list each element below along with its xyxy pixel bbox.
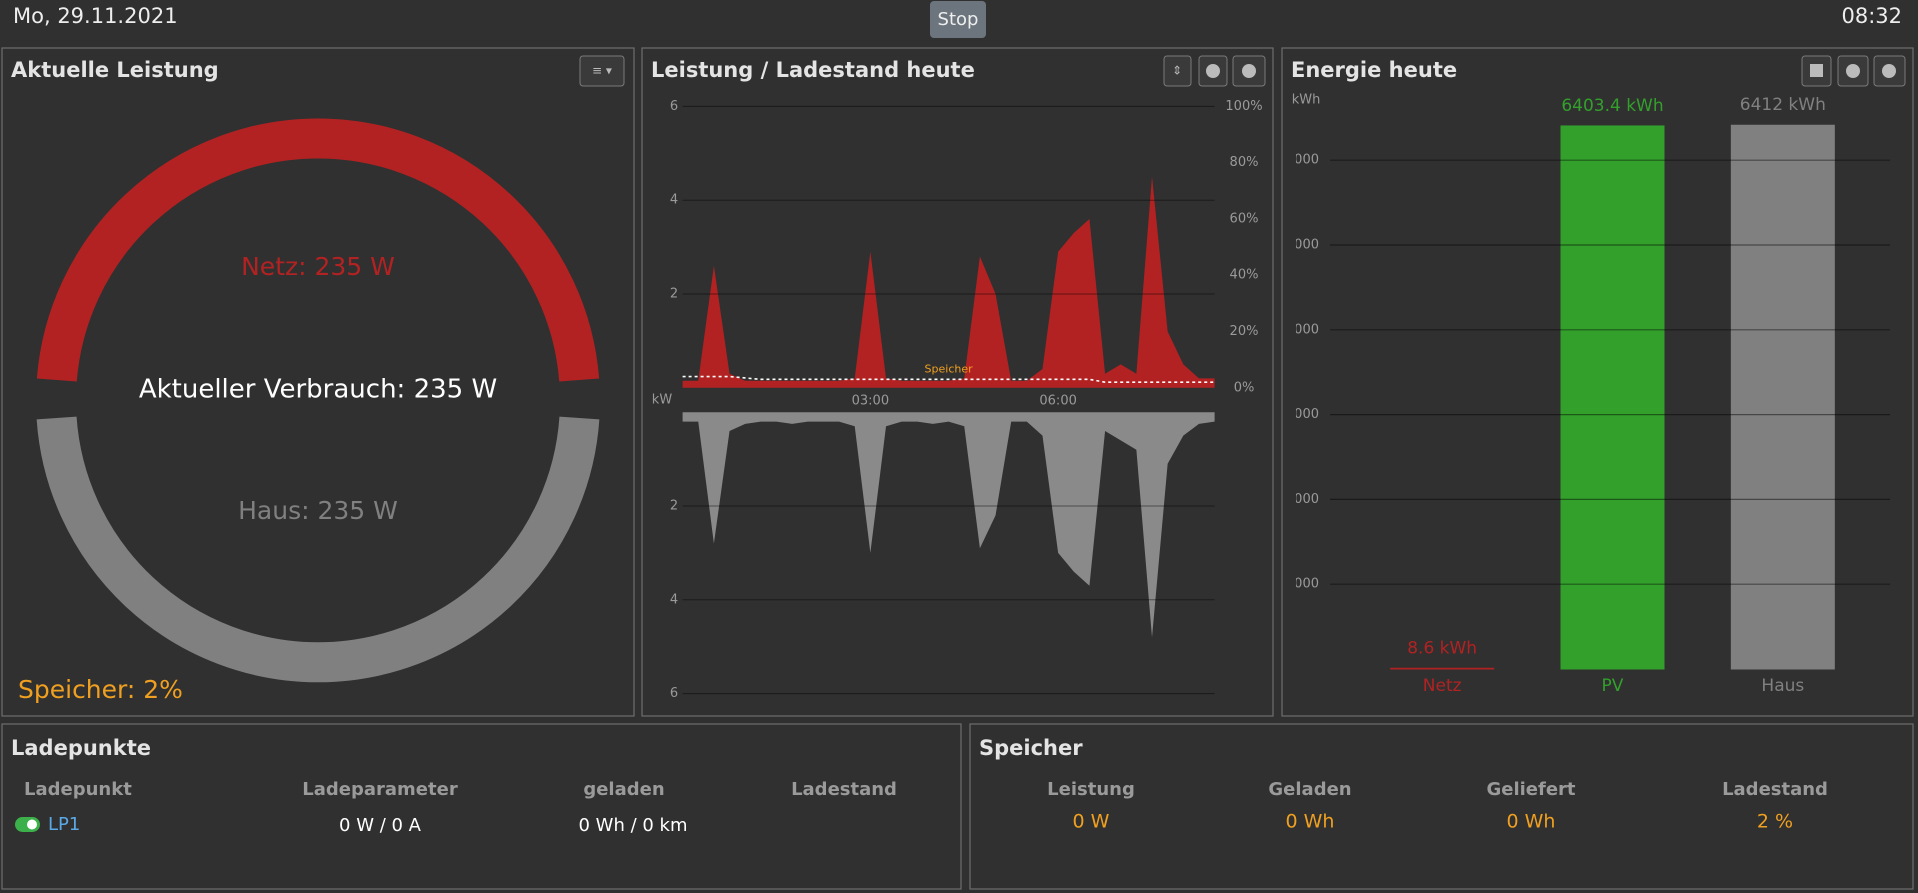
sort-button[interactable]: [1163, 55, 1192, 87]
house-power: Haus: 235 W: [238, 496, 398, 525]
panel-title: Aktuelle Leistung: [11, 58, 219, 82]
next-icon[interactable]: [1242, 64, 1256, 78]
y2-tick-label: 60%: [1230, 211, 1259, 226]
column-header: Geliefert: [1486, 779, 1575, 800]
y2-tick-label: 40%: [1230, 268, 1259, 283]
column-header: Leistung: [1047, 779, 1135, 800]
prev-icon[interactable]: [1846, 64, 1860, 78]
value-label: 8.6 kWh: [1407, 638, 1477, 658]
y2-tick-label: 20%: [1230, 324, 1259, 339]
next-icon[interactable]: [1882, 64, 1896, 78]
house-arc: [36, 416, 600, 683]
y-tick-label: 1000: [1286, 577, 1319, 592]
x-tick-label: 06:00: [1039, 394, 1076, 409]
y-tick-group: 1000 2000 3000 4000 5000 6000: [1286, 153, 1319, 592]
power-area: [682, 412, 1215, 638]
y-tick-label: 6: [670, 686, 678, 701]
sort-icon[interactable]: ⇕: [1172, 64, 1182, 78]
grid-arc: [36, 118, 600, 382]
panel-title: Energie heute: [1291, 58, 1457, 82]
y-tick-label: 6: [670, 99, 678, 114]
value-label: 6412 kWh: [1740, 95, 1826, 115]
column-header: Ladeparameter: [302, 779, 458, 800]
storage-panel: [969, 723, 1914, 890]
y-axis-label: kWh: [1292, 93, 1321, 108]
y-tick-label: 5000: [1286, 237, 1319, 252]
y-tick-label: 2: [670, 287, 678, 302]
y2-tick-label: 100%: [1225, 99, 1262, 114]
bar: [1560, 125, 1665, 670]
charge-points-panel: [1, 723, 962, 890]
table-cell: 0 Wh: [1507, 811, 1556, 833]
stop-button-label[interactable]: Stop: [938, 9, 979, 30]
x-tick-label: PV: [1602, 676, 1624, 696]
y-tick-label: 6000: [1286, 153, 1319, 168]
menu-button[interactable]: [579, 55, 625, 87]
column-header: Ladestand: [1722, 779, 1828, 800]
table-cell: 0 Wh / 0 km: [578, 815, 687, 836]
menu-icon[interactable]: ≡ ▾: [592, 64, 612, 78]
stop-button[interactable]: [930, 1, 986, 38]
y-tick-label: 2: [670, 499, 678, 514]
table-cell: 2 %: [1757, 811, 1793, 833]
panel-title: Speicher: [979, 736, 1083, 760]
y-tick-label: 4000: [1286, 322, 1319, 337]
soc-line: [682, 375, 1215, 383]
panel-title: Ladepunkte: [11, 736, 151, 760]
consumption: Aktueller Verbrauch: 235 W: [139, 375, 497, 405]
x-tick-label: Haus: [1761, 676, 1804, 696]
storage-soc: Speicher: 2%: [18, 675, 183, 704]
y-tick-label: 4: [670, 592, 678, 607]
y2-tick-label: 80%: [1230, 155, 1259, 170]
panel-title: Leistung / Ladestand heute: [651, 58, 975, 82]
column-header: geladen: [583, 779, 664, 800]
x-tick-label: Netz: [1423, 676, 1462, 696]
y-axis-label: kW: [652, 393, 673, 408]
y-tick-label: 3000: [1286, 407, 1319, 422]
toggle-knob[interactable]: [27, 819, 37, 830]
power-area: [682, 176, 1215, 388]
x-tick-label: 03:00: [852, 394, 889, 409]
date: Mo, 29.11.2021: [13, 4, 178, 28]
table-cell: 0 W: [1073, 811, 1110, 833]
column-header: Geladen: [1268, 779, 1351, 800]
y-tick-label: 4: [670, 193, 678, 208]
bar: [1730, 124, 1835, 670]
column-header: Ladepunkt: [24, 779, 132, 800]
time: 08:32: [1841, 4, 1902, 28]
column-header: Ladestand: [791, 779, 897, 800]
table-cell: 0 W / 0 A: [339, 815, 422, 836]
prev-icon[interactable]: [1206, 64, 1220, 78]
power-panel: [1, 47, 635, 717]
bar: [1390, 667, 1495, 670]
charge-point-link[interactable]: LP1: [48, 814, 80, 835]
y2-tick-label: 0%: [1234, 380, 1255, 395]
value-label: 6403.4 kWh: [1561, 96, 1663, 116]
table-cell: 0 Wh: [1286, 811, 1335, 833]
series-annotation: Speicher: [925, 362, 974, 375]
grid-power: Netz: 235 W: [241, 252, 395, 281]
y-tick-label: 2000: [1286, 492, 1319, 507]
calendar-icon[interactable]: [1810, 64, 1823, 77]
